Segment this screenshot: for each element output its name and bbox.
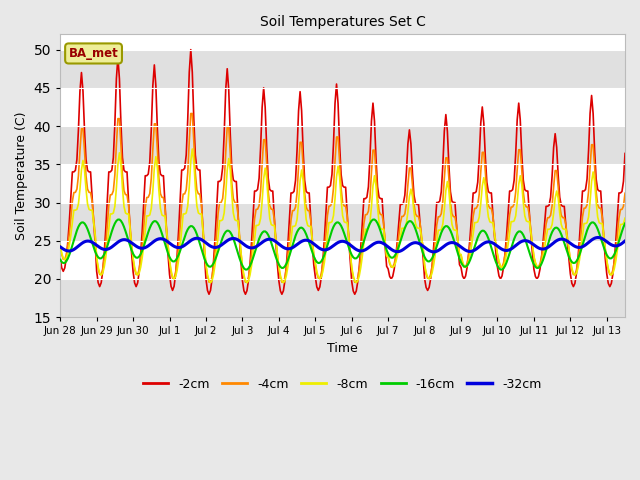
Bar [60, 279, 625, 317]
Text: BA_met: BA_met [68, 47, 118, 60]
Y-axis label: Soil Temperature (C): Soil Temperature (C) [15, 111, 28, 240]
Bar [60, 126, 625, 164]
X-axis label: Time: Time [327, 342, 358, 355]
Title: Soil Temperatures Set C: Soil Temperatures Set C [260, 15, 426, 29]
Bar [60, 203, 625, 241]
Legend: -2cm, -4cm, -8cm, -16cm, -32cm: -2cm, -4cm, -8cm, -16cm, -32cm [138, 373, 547, 396]
Bar [60, 49, 625, 88]
